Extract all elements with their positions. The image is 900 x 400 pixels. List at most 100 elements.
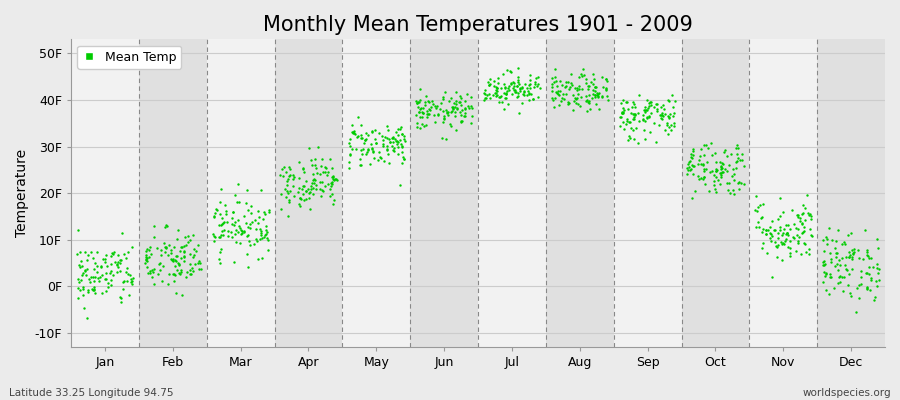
Point xyxy=(124,278,139,284)
Point xyxy=(342,158,356,165)
Point xyxy=(259,231,274,237)
Point xyxy=(327,197,341,203)
Point xyxy=(504,80,518,86)
Point xyxy=(661,131,675,137)
Point xyxy=(392,182,407,188)
Point xyxy=(78,267,93,274)
Point xyxy=(138,259,152,266)
Point xyxy=(231,217,246,224)
Point xyxy=(439,110,454,116)
Point xyxy=(616,126,631,132)
Point xyxy=(325,174,339,180)
Point xyxy=(86,274,100,281)
Point xyxy=(816,262,831,268)
Point xyxy=(254,230,268,236)
Point xyxy=(241,238,256,244)
Point xyxy=(230,198,244,205)
Point xyxy=(526,96,540,102)
Point xyxy=(736,163,751,169)
Point xyxy=(302,195,316,202)
Point xyxy=(616,119,630,126)
Point xyxy=(680,171,695,177)
Point xyxy=(568,95,582,102)
Point xyxy=(501,101,516,108)
Point xyxy=(162,242,176,248)
Point xyxy=(831,266,845,273)
Point xyxy=(835,274,850,280)
Point xyxy=(643,113,657,119)
Point xyxy=(625,104,639,110)
Point xyxy=(256,215,271,222)
Point xyxy=(663,110,678,117)
Point xyxy=(644,110,658,116)
Point xyxy=(499,91,513,98)
Point xyxy=(159,245,174,251)
Point xyxy=(220,218,234,225)
Point xyxy=(312,186,327,192)
Point xyxy=(636,107,651,114)
Point xyxy=(805,232,819,239)
Point xyxy=(302,186,316,193)
Point xyxy=(823,274,837,280)
Point xyxy=(164,246,178,253)
Point xyxy=(394,130,409,137)
Point xyxy=(595,94,609,100)
Point xyxy=(860,284,874,291)
Point xyxy=(240,207,255,213)
Point xyxy=(548,74,562,80)
Point xyxy=(382,136,396,142)
Point xyxy=(661,97,675,104)
Point xyxy=(164,250,178,256)
Point xyxy=(394,124,409,130)
Point xyxy=(870,282,885,289)
Point xyxy=(255,235,269,241)
Point xyxy=(168,263,183,269)
Point xyxy=(838,240,852,247)
Point xyxy=(346,130,360,136)
Point xyxy=(650,106,664,112)
Point xyxy=(653,104,668,110)
Point xyxy=(391,139,405,145)
Point xyxy=(261,237,275,244)
Point xyxy=(511,90,526,96)
Point xyxy=(849,308,863,315)
Point xyxy=(497,106,511,113)
Point xyxy=(177,249,192,255)
Point xyxy=(640,114,654,120)
Point xyxy=(762,235,777,241)
Point xyxy=(387,145,401,152)
Point xyxy=(394,160,409,166)
Point xyxy=(783,244,797,251)
Point xyxy=(802,212,816,218)
Point xyxy=(561,99,575,105)
Point xyxy=(464,120,478,126)
Point xyxy=(600,93,615,100)
Point xyxy=(620,116,634,122)
Point xyxy=(706,172,721,178)
Point xyxy=(513,84,527,91)
Point xyxy=(818,261,832,267)
Point xyxy=(749,224,763,230)
Point xyxy=(775,241,789,248)
Point xyxy=(837,239,851,245)
Point xyxy=(147,266,161,272)
Point xyxy=(796,228,811,235)
Point xyxy=(328,176,342,182)
Point xyxy=(256,209,271,215)
Point xyxy=(713,180,727,187)
Point xyxy=(776,240,790,246)
Point xyxy=(412,97,427,104)
Point xyxy=(413,105,428,111)
Point xyxy=(845,256,859,262)
Point xyxy=(410,124,425,130)
Point xyxy=(842,249,856,256)
Point xyxy=(846,250,860,256)
Point xyxy=(354,135,368,142)
Point xyxy=(313,179,328,185)
Point xyxy=(378,134,392,141)
Point xyxy=(752,202,767,208)
Point xyxy=(376,136,391,143)
Bar xyxy=(71,39,139,347)
Point xyxy=(585,95,599,101)
Point xyxy=(819,234,833,240)
